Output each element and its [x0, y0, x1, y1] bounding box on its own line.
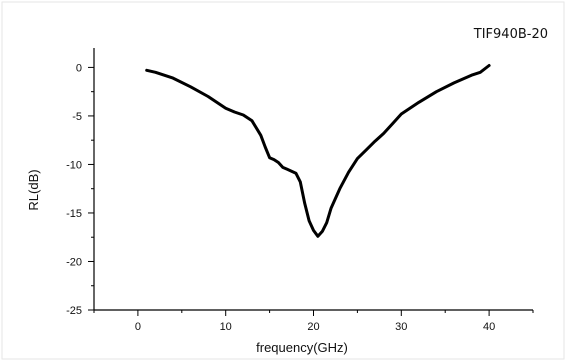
x-tick-label: 30: [395, 321, 407, 333]
x-tick-label: 40: [483, 321, 495, 333]
y-tick-label: -5: [72, 111, 82, 123]
x-tick-label: 0: [135, 321, 141, 333]
series-line: [145, 64, 491, 238]
x-tick-label: 10: [220, 321, 232, 333]
y-tick-label: -25: [66, 305, 82, 317]
y-tick-label: -20: [66, 256, 82, 268]
x-tick-label: 20: [307, 321, 319, 333]
y-tick-label: -15: [66, 208, 82, 220]
y-axis-title: RL(dB): [26, 169, 41, 210]
y-tick-label: -10: [66, 159, 82, 171]
plot-group: [145, 64, 491, 238]
axes-group: 0 10 20 30 40 0 -5 -10 -15 -20 -25: [66, 48, 534, 333]
y-tick-label: 0: [76, 62, 82, 74]
corner-annotation: TIF940B-20: [473, 27, 548, 42]
x-axis-title: frequency(GHz): [256, 340, 348, 355]
